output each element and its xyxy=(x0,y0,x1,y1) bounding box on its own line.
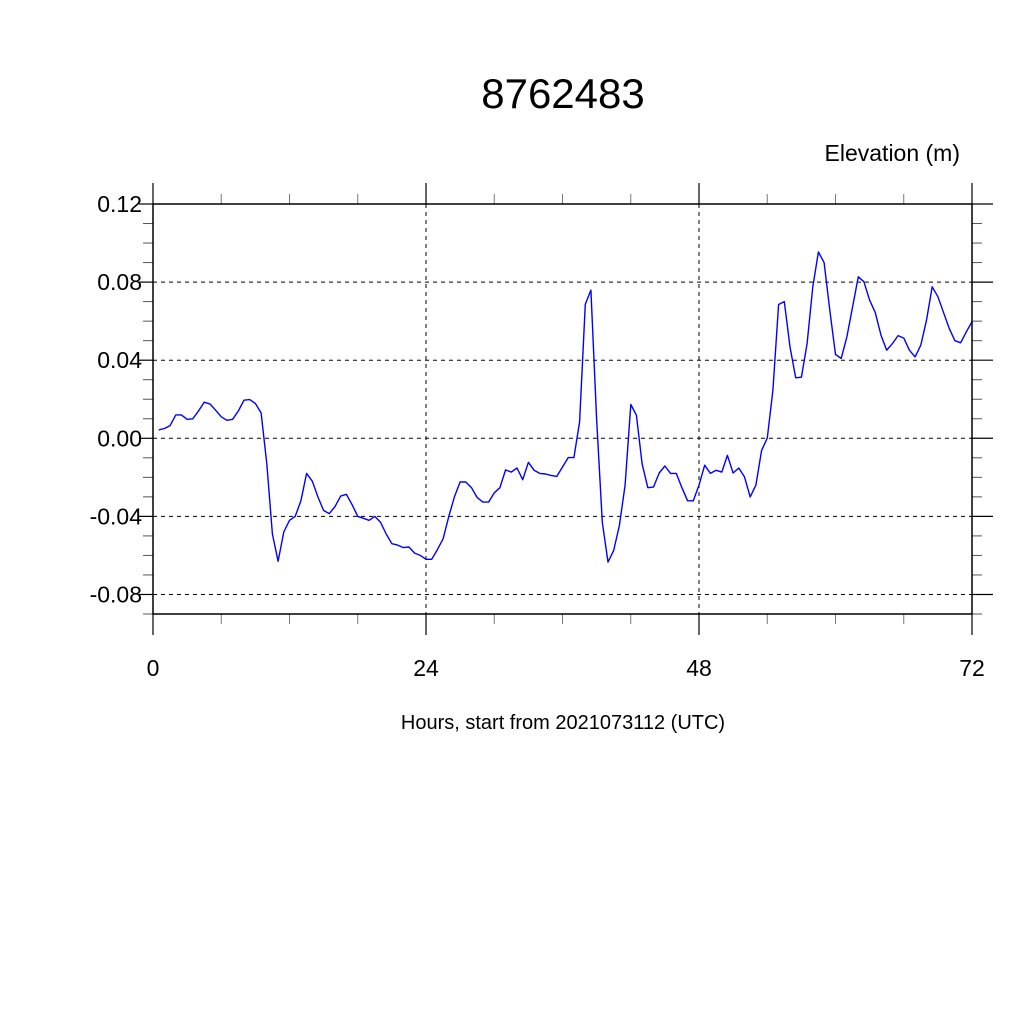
tick-labels: 0.12 0.08 0.04 0.00 -0.04 -0.08 0 24 48 72 xyxy=(90,191,985,681)
elevation-series-line xyxy=(158,251,973,563)
series-layer xyxy=(158,251,973,563)
y-tick-label: 0.00 xyxy=(97,425,142,451)
y-tick-label: -0.04 xyxy=(90,503,143,529)
y-tick-label: -0.08 xyxy=(90,581,142,607)
x-axis-label: Hours, start from 2021073112 (UTC) xyxy=(401,712,725,734)
y-tick-label: 0.04 xyxy=(97,347,142,373)
axis-ticks xyxy=(139,183,993,635)
x-tick-label: 0 xyxy=(147,655,160,681)
x-tick-label: 48 xyxy=(686,655,712,681)
chart-title: 8762483 xyxy=(481,70,645,117)
plot-frame xyxy=(152,203,973,615)
x-tick-label: 24 xyxy=(413,655,439,681)
x-tick-label: 72 xyxy=(959,655,985,681)
chart-subtitle: Elevation (m) xyxy=(825,140,960,166)
y-tick-label: 0.12 xyxy=(97,191,142,217)
y-tick-label: 0.08 xyxy=(97,269,142,295)
